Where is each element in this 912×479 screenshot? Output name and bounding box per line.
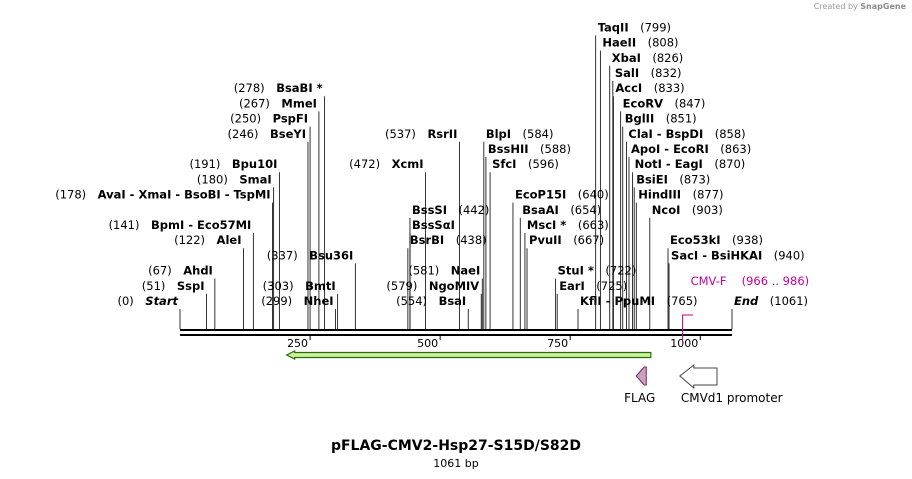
site-ngomiv-label: (579) NgoMIV — [386, 279, 479, 293]
site-apoi-ecori-label: ApoI - EcoRI (863) — [631, 142, 751, 156]
site-stui-label: StuI * (722) — [558, 264, 637, 278]
feature-flag-arrow — [635, 366, 647, 386]
site-mmei-label: (267) MmeI — [239, 96, 317, 110]
site-pspfi-label: (250) PspFI — [230, 112, 308, 126]
site-bsshii-label: BssHII (588) — [488, 142, 571, 156]
site-bsai-label: (554) BsaI — [396, 294, 466, 308]
site-ecop15i-label: EcoP15I (640) — [515, 188, 609, 202]
site-start-label: (0) Start — [117, 294, 178, 308]
site-smai-label: (180) SmaI — [197, 172, 272, 186]
site-ncoi-label: NcoI (903) — [652, 203, 723, 217]
site-bsrbi-label: BsrBI (438) — [410, 233, 487, 247]
site-ecorv-label: EcoRV (847) — [623, 96, 706, 110]
orf-arrow — [285, 350, 652, 360]
axis-tick-label: 750 — [547, 337, 568, 350]
site-bsu36i-label: (337) Bsu36I — [267, 248, 354, 262]
site-sfci-label: SfcI (596) — [492, 157, 559, 171]
site-bsaai-label: BsaAI (654) — [522, 203, 601, 217]
site-eco53ki-label: Eco53kI (938) — [670, 233, 763, 247]
site-taqii-label: TaqII (799) — [598, 20, 671, 34]
site-bpu10i-label: (191) Bpu10I — [189, 157, 277, 171]
axis-tick-label: 500 — [417, 337, 438, 350]
site-bsabi-label: (278) BsaBI * — [234, 81, 323, 95]
site-xbai-label: XbaI (826) — [612, 51, 684, 65]
axis-tick-label: 250 — [287, 337, 308, 350]
plasmid-length: 1061 bp — [433, 457, 479, 470]
feature-promoter-arrow — [679, 363, 718, 390]
site-bsiei-label: BsiEI (873) — [636, 172, 710, 186]
site-ahdi-label: (67) AhdI — [148, 264, 213, 278]
site-kfli-ppumi-label: KflI - PpuMI (765) — [580, 294, 698, 308]
site-naei-label: (581) NaeI — [408, 264, 480, 278]
site-sspi-label: (51) SspI — [142, 279, 205, 293]
site-msci-label: MscI * (663) — [527, 218, 609, 232]
primer-cmv-f-mark — [682, 314, 693, 342]
site-bglii-label: BglII (851) — [625, 112, 697, 126]
site-saci-bsihkai-label: SacI - BsiHKAI (940) — [671, 248, 805, 262]
snapgene-logo: SnapGene — [860, 2, 906, 11]
site-bseyi-label: (246) BseYI — [228, 127, 306, 141]
site-bpmi-eco57mi-label: (141) BpmI - Eco57MI — [109, 218, 252, 232]
axis-tick-label: 1000 — [670, 337, 698, 350]
site-bsssi-label: BssSI (442) — [412, 203, 489, 217]
site-hindiii-label: HindIII (877) — [638, 188, 723, 202]
site-haeii-label: HaeII (808) — [602, 36, 678, 50]
feature-flag-label: FLAG — [624, 391, 655, 405]
site-acci-label: AccI (833) — [615, 81, 684, 95]
site-end-label: End (1061) — [734, 294, 808, 308]
site-pvuii-label: PvuII (667) — [529, 233, 604, 247]
site-alei-label: (122) AleI — [174, 233, 241, 247]
site-clai-bspdi-label: ClaI - BspDI (858) — [628, 127, 745, 141]
feature-promoter-label: CMVd1 promoter — [681, 391, 783, 405]
site-bsss-i-label: BssSαI — [412, 218, 455, 232]
site-nhei-label: (299) NheI — [261, 294, 333, 308]
primer-cmv-f-label: CMV-F (966 .. 986) — [691, 274, 810, 288]
site-bmti-label: (303) BmtI — [263, 279, 336, 293]
created-by-credit: Created by SnapGene — [814, 2, 906, 11]
site-blpi-label: BlpI (584) — [486, 127, 554, 141]
plasmid-name: pFLAG-CMV2-Hsp27-S15D/S82D — [330, 438, 582, 454]
site-rsrii-label: (537) RsrII — [385, 127, 457, 141]
site-avai-xmai-bsobi-tspmi-label: (178) AvaI - XmaI - BsoBI - TspMI — [55, 188, 270, 202]
site-xcmi-label: (472) XcmI — [349, 157, 423, 171]
site-sali-label: SalI (832) — [615, 66, 682, 80]
credit-text: Created by — [813, 2, 858, 11]
site-eari-label: EarI (725) — [559, 279, 627, 293]
site-noti-eagi-label: NotI - EagI (870) — [635, 157, 746, 171]
